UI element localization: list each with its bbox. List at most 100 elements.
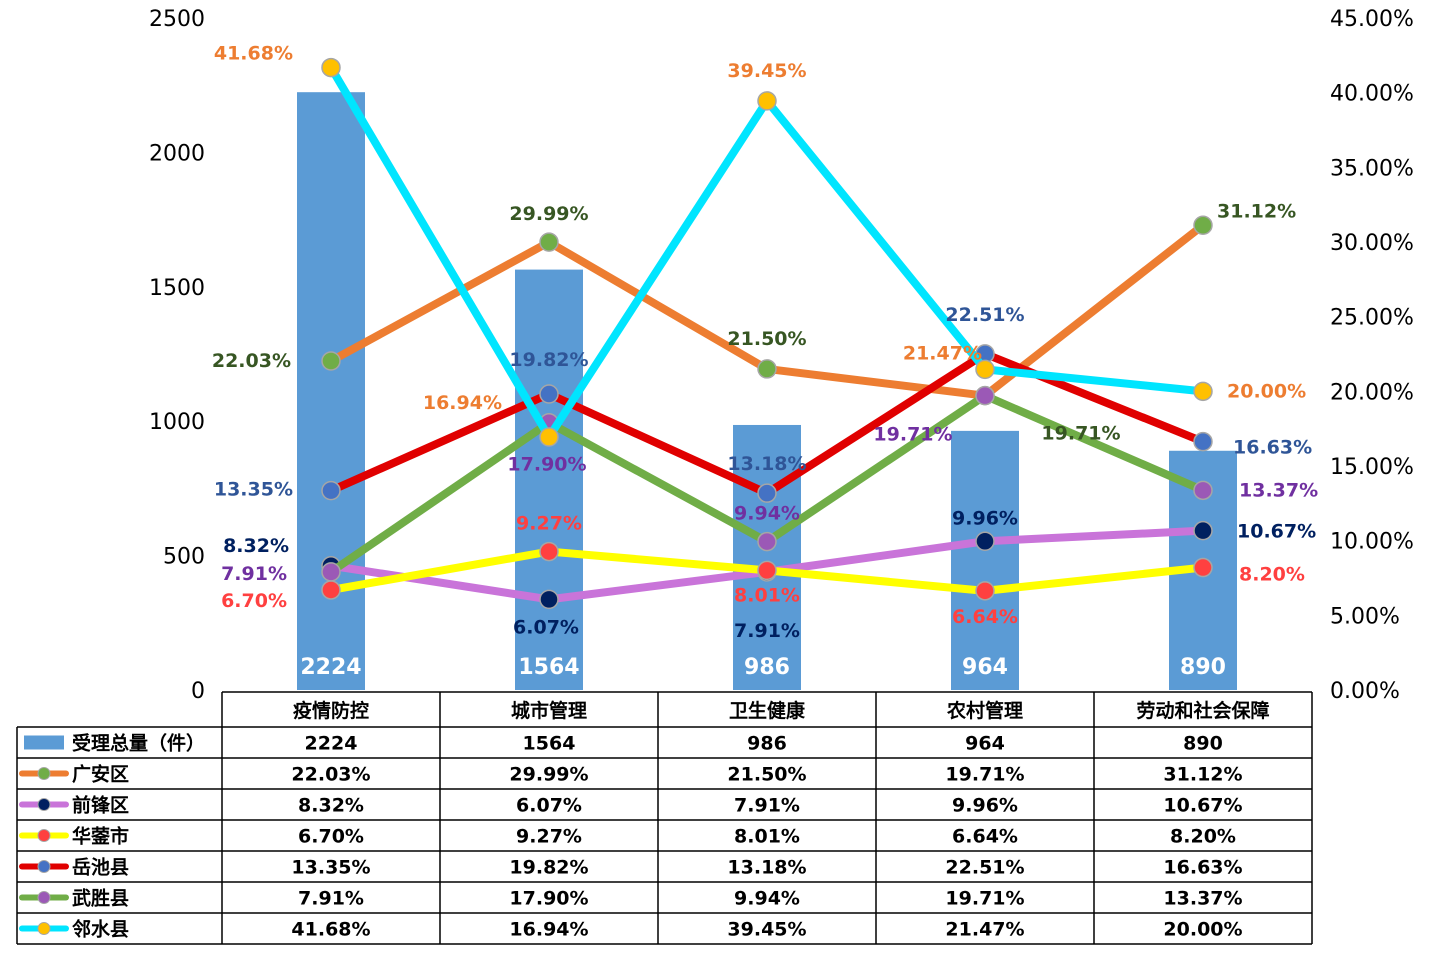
series-marker xyxy=(321,580,341,600)
bar-value-label: 2224 xyxy=(300,655,361,680)
left-tick-label: 2000 xyxy=(149,141,205,166)
table-cell-value: 1564 xyxy=(523,733,576,755)
table-cell-value: 41.68% xyxy=(291,919,370,941)
table-cell-value: 7.91% xyxy=(298,888,364,910)
right-tick-label: 20.00% xyxy=(1330,380,1414,405)
table-category-header: 劳动和社会保障 xyxy=(1136,699,1269,722)
table-cell-value: 21.47% xyxy=(945,919,1024,941)
series-marker xyxy=(757,560,777,581)
left-tick-label: 500 xyxy=(163,545,205,570)
series-marker xyxy=(1193,215,1213,236)
series-marker xyxy=(975,531,995,552)
table-cell-value: 8.32% xyxy=(298,795,364,817)
legend-key-marker xyxy=(37,860,51,873)
series-marker xyxy=(539,589,559,610)
table-cell-value: 22.51% xyxy=(945,857,1024,879)
series-marker xyxy=(975,385,995,406)
point-value-label: 6.70% xyxy=(221,590,287,612)
point-value-label: 19.82% xyxy=(509,349,588,371)
right-tick-label: 5.00% xyxy=(1330,604,1400,629)
table-cell-value: 2224 xyxy=(305,733,358,755)
point-value-label: 9.96% xyxy=(952,507,1018,529)
table-series-name: 前锋区 xyxy=(72,794,129,817)
right-tick-label: 15.00% xyxy=(1330,455,1414,480)
left-tick-label: 0 xyxy=(191,679,205,704)
table-cell-value: 21.50% xyxy=(727,764,806,786)
point-value-label: 8.32% xyxy=(223,535,289,557)
table-cell-value: 16.63% xyxy=(1163,857,1242,879)
point-value-label: 16.63% xyxy=(1233,437,1312,459)
table-cell-value: 9.27% xyxy=(516,826,582,848)
table-series-name: 广安区 xyxy=(72,763,129,786)
legend-key-bar xyxy=(24,735,64,750)
table-cell-value: 19.71% xyxy=(945,888,1024,910)
table-cell-value: 19.82% xyxy=(509,857,588,879)
point-value-label: 7.91% xyxy=(221,563,287,585)
point-value-label: 21.47% xyxy=(903,342,982,364)
series-marker xyxy=(539,232,559,252)
table-cell-value: 13.37% xyxy=(1163,888,1242,910)
table-cell-value: 6.07% xyxy=(516,795,582,817)
table-cell-value: 7.91% xyxy=(734,795,800,817)
series-marker xyxy=(757,483,777,503)
table-cell-value: 8.01% xyxy=(734,826,800,848)
table-cell-value: 16.94% xyxy=(509,919,588,941)
series-marker xyxy=(539,384,559,404)
right-tick-label: 45.00% xyxy=(1330,7,1414,32)
table-cell-value: 13.18% xyxy=(727,857,806,879)
table-category-header: 农村管理 xyxy=(946,699,1023,722)
point-value-label: 16.94% xyxy=(423,392,502,414)
legend-key-marker xyxy=(37,798,51,811)
table-series-name: 岳池县 xyxy=(72,856,129,879)
series-marker xyxy=(757,531,777,552)
table-cell-value: 19.71% xyxy=(945,764,1024,786)
series-marker xyxy=(757,359,777,379)
series-marker xyxy=(1193,431,1213,452)
table-cell-value: 890 xyxy=(1183,733,1223,755)
left-tick-label: 1000 xyxy=(149,410,205,435)
series-marker xyxy=(1193,557,1213,578)
right-axis-ticks: 0.00% 5.00% 10.00% 15.00% 20.00% 25.00% 30.00%… xyxy=(1330,7,1414,704)
table-cell-value: 31.12% xyxy=(1163,764,1242,786)
legend-key-marker xyxy=(37,922,51,935)
point-value-label: 13.35% xyxy=(214,479,293,501)
table-cell-value: 10.67% xyxy=(1163,795,1242,817)
right-tick-label: 30.00% xyxy=(1330,231,1414,256)
bar xyxy=(297,92,365,691)
bar-value-label: 964 xyxy=(962,655,1008,680)
table-cell-value: 9.96% xyxy=(952,795,1018,817)
bar-value-label: 1564 xyxy=(518,655,579,680)
point-value-label: 20.00% xyxy=(1227,380,1306,402)
table-cell-value: 986 xyxy=(747,733,787,755)
table-category-header: 疫情防控 xyxy=(293,699,369,722)
point-value-label: 13.37% xyxy=(1239,479,1318,501)
legend-key-marker xyxy=(37,891,51,904)
left-tick-label: 1500 xyxy=(149,276,205,301)
bar xyxy=(951,430,1019,690)
table-cell-value: 22.03% xyxy=(291,764,370,786)
bar xyxy=(515,269,583,690)
series-line xyxy=(327,63,1207,442)
point-value-label: 6.64% xyxy=(952,606,1018,628)
series-marker xyxy=(539,541,559,562)
point-value-label: 19.71% xyxy=(873,424,952,446)
point-labels: 22.03% 29.99% 21.50% 19.71% 31.12% 8.32% 6.07%… xyxy=(212,43,1318,642)
series-marker xyxy=(321,351,341,371)
table-series-name: 武胜县 xyxy=(72,888,129,910)
right-tick-label: 10.00% xyxy=(1330,530,1414,555)
point-value-label: 22.03% xyxy=(212,350,291,372)
table-series-name: 邻水县 xyxy=(72,918,129,941)
series-marker xyxy=(321,480,341,501)
right-tick-label: 40.00% xyxy=(1330,82,1414,107)
series-marker xyxy=(321,57,341,78)
table-cell-value: 13.35% xyxy=(291,857,370,879)
point-value-label: 6.07% xyxy=(513,616,579,638)
point-value-label: 39.45% xyxy=(727,60,806,82)
point-value-label: 8.01% xyxy=(734,584,800,606)
table-cell-value: 964 xyxy=(965,733,1005,755)
table-cell-value: 17.90% xyxy=(509,888,588,910)
series-marker xyxy=(539,427,559,447)
bar-value-label: 986 xyxy=(744,655,790,680)
